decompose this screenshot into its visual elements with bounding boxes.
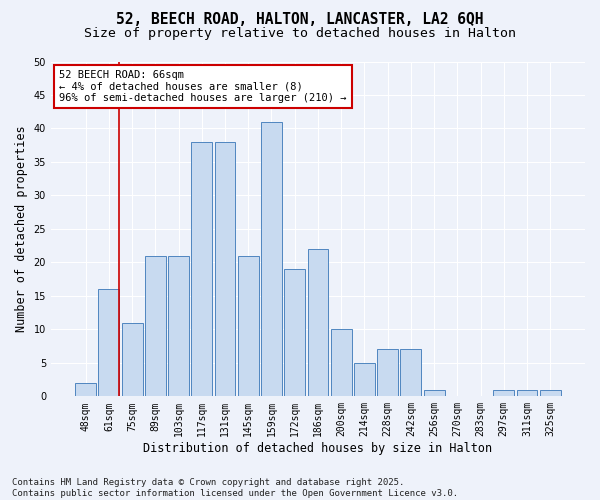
Bar bbox=[215, 142, 235, 397]
Bar bbox=[424, 390, 445, 396]
Bar bbox=[75, 383, 96, 396]
Bar bbox=[168, 256, 189, 396]
Bar bbox=[261, 122, 282, 396]
Bar bbox=[145, 256, 166, 396]
Bar bbox=[238, 256, 259, 396]
Bar bbox=[284, 269, 305, 396]
Bar bbox=[517, 390, 538, 396]
Bar bbox=[354, 363, 375, 396]
Bar bbox=[191, 142, 212, 397]
Bar bbox=[308, 249, 328, 396]
Bar bbox=[98, 289, 119, 397]
Bar bbox=[540, 390, 561, 396]
Bar bbox=[122, 322, 143, 396]
Y-axis label: Number of detached properties: Number of detached properties bbox=[15, 126, 28, 332]
Text: 52, BEECH ROAD, HALTON, LANCASTER, LA2 6QH: 52, BEECH ROAD, HALTON, LANCASTER, LA2 6… bbox=[116, 12, 484, 28]
Bar bbox=[493, 390, 514, 396]
Text: Size of property relative to detached houses in Halton: Size of property relative to detached ho… bbox=[84, 28, 516, 40]
Bar bbox=[377, 350, 398, 397]
X-axis label: Distribution of detached houses by size in Halton: Distribution of detached houses by size … bbox=[143, 442, 493, 455]
Text: 52 BEECH ROAD: 66sqm
← 4% of detached houses are smaller (8)
96% of semi-detache: 52 BEECH ROAD: 66sqm ← 4% of detached ho… bbox=[59, 70, 346, 103]
Bar bbox=[331, 330, 352, 396]
Bar bbox=[400, 350, 421, 397]
Text: Contains HM Land Registry data © Crown copyright and database right 2025.
Contai: Contains HM Land Registry data © Crown c… bbox=[12, 478, 458, 498]
